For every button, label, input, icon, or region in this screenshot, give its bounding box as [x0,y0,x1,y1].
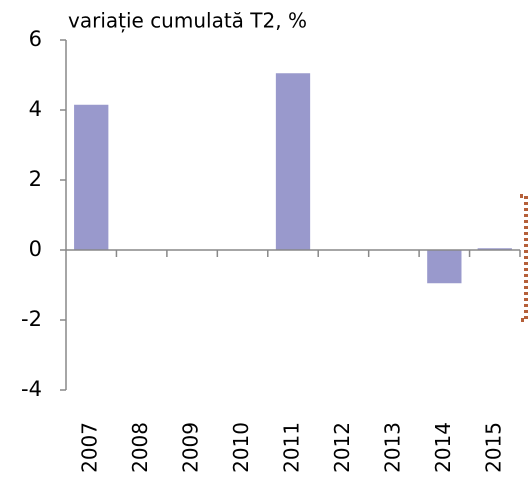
x-tick-label: 2007 [78,422,102,473]
x-tick-label: 2008 [128,422,152,473]
y-tick-label: -2 [21,307,42,331]
x-tick-label: 2015 [481,422,505,473]
x-tick-label: 2011 [280,422,304,473]
y-tick-label: 0 [29,237,42,261]
bar [74,104,109,250]
bar [477,248,512,250]
x-tick-label: 2012 [330,422,354,473]
x-tick-label: 2009 [179,422,203,473]
highlight-box [520,194,528,322]
chart-title: variație cumulată T2, % [68,9,307,33]
bar [427,250,462,284]
y-tick-label: 4 [29,97,42,121]
x-tick-label: 2014 [431,422,455,473]
bar [275,73,311,250]
y-tick-label: 2 [29,167,42,191]
y-tick-label: -4 [21,377,42,401]
x-tick-label: 2010 [229,422,253,473]
x-tick-label: 2013 [380,422,404,473]
y-tick-label: 6 [29,27,42,51]
